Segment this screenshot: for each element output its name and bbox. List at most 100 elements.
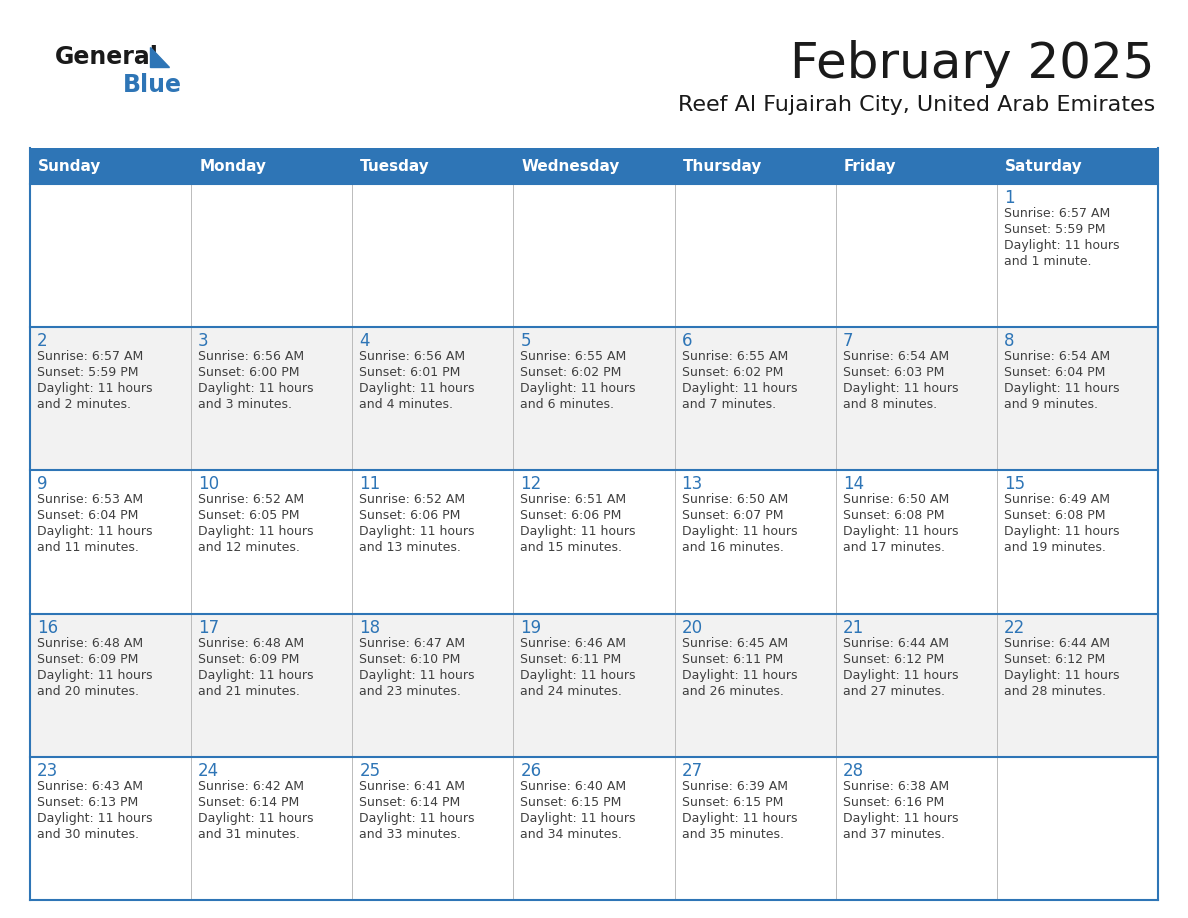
Text: and 4 minutes.: and 4 minutes.	[359, 398, 454, 411]
Text: Sunrise: 6:55 AM: Sunrise: 6:55 AM	[682, 350, 788, 364]
Text: Sunset: 6:10 PM: Sunset: 6:10 PM	[359, 653, 461, 666]
Text: Daylight: 11 hours: Daylight: 11 hours	[520, 812, 636, 824]
Text: Daylight: 11 hours: Daylight: 11 hours	[842, 382, 959, 396]
Text: Sunset: 6:04 PM: Sunset: 6:04 PM	[1004, 366, 1105, 379]
Text: and 19 minutes.: and 19 minutes.	[1004, 542, 1106, 554]
Text: Sunset: 6:01 PM: Sunset: 6:01 PM	[359, 366, 461, 379]
Text: Thursday: Thursday	[683, 159, 762, 174]
Text: and 11 minutes.: and 11 minutes.	[37, 542, 139, 554]
Text: Sunset: 6:09 PM: Sunset: 6:09 PM	[198, 653, 299, 666]
Text: Reef Al Fujairah City, United Arab Emirates: Reef Al Fujairah City, United Arab Emira…	[677, 95, 1155, 115]
Text: Sunrise: 6:41 AM: Sunrise: 6:41 AM	[359, 779, 466, 793]
Text: Sunrise: 6:54 AM: Sunrise: 6:54 AM	[842, 350, 949, 364]
Text: Sunset: 6:08 PM: Sunset: 6:08 PM	[1004, 509, 1105, 522]
Text: Daylight: 11 hours: Daylight: 11 hours	[37, 668, 152, 681]
Text: Sunday: Sunday	[38, 159, 101, 174]
Text: Sunrise: 6:40 AM: Sunrise: 6:40 AM	[520, 779, 626, 793]
Text: 28: 28	[842, 762, 864, 779]
Text: Daylight: 11 hours: Daylight: 11 hours	[359, 668, 475, 681]
Bar	[30, 470, 1158, 613]
Text: Daylight: 11 hours: Daylight: 11 hours	[37, 812, 152, 824]
Text: Sunset: 6:13 PM: Sunset: 6:13 PM	[37, 796, 138, 809]
Text: Sunrise: 6:56 AM: Sunrise: 6:56 AM	[198, 350, 304, 364]
Text: Sunset: 5:59 PM: Sunset: 5:59 PM	[37, 366, 139, 379]
Text: February 2025: February 2025	[790, 40, 1155, 88]
Text: Sunset: 6:16 PM: Sunset: 6:16 PM	[842, 796, 944, 809]
Text: Daylight: 11 hours: Daylight: 11 hours	[37, 382, 152, 396]
Text: Sunrise: 6:44 AM: Sunrise: 6:44 AM	[842, 636, 949, 650]
Text: Daylight: 11 hours: Daylight: 11 hours	[1004, 239, 1119, 252]
Text: and 35 minutes.: and 35 minutes.	[682, 828, 784, 841]
Text: Sunrise: 6:39 AM: Sunrise: 6:39 AM	[682, 779, 788, 793]
Text: Daylight: 11 hours: Daylight: 11 hours	[682, 382, 797, 396]
Text: and 8 minutes.: and 8 minutes.	[842, 398, 937, 411]
Text: 2: 2	[37, 332, 48, 350]
Text: and 27 minutes.: and 27 minutes.	[842, 685, 944, 698]
Text: Sunrise: 6:46 AM: Sunrise: 6:46 AM	[520, 636, 626, 650]
Bar	[30, 327, 1158, 470]
Text: Sunset: 6:00 PM: Sunset: 6:00 PM	[198, 366, 299, 379]
Text: and 23 minutes.: and 23 minutes.	[359, 685, 461, 698]
Text: Sunset: 6:02 PM: Sunset: 6:02 PM	[520, 366, 621, 379]
Bar	[30, 756, 1158, 900]
Text: Daylight: 11 hours: Daylight: 11 hours	[842, 668, 959, 681]
Text: Sunset: 6:02 PM: Sunset: 6:02 PM	[682, 366, 783, 379]
Text: and 31 minutes.: and 31 minutes.	[198, 828, 301, 841]
Text: and 2 minutes.: and 2 minutes.	[37, 398, 131, 411]
Text: and 34 minutes.: and 34 minutes.	[520, 828, 623, 841]
Text: Sunrise: 6:51 AM: Sunrise: 6:51 AM	[520, 493, 626, 507]
Text: 16: 16	[37, 619, 58, 636]
Text: Sunrise: 6:49 AM: Sunrise: 6:49 AM	[1004, 493, 1110, 507]
Text: 11: 11	[359, 476, 380, 493]
Text: Daylight: 11 hours: Daylight: 11 hours	[682, 525, 797, 538]
Text: 6: 6	[682, 332, 693, 350]
Text: 17: 17	[198, 619, 220, 636]
Text: Sunset: 6:06 PM: Sunset: 6:06 PM	[359, 509, 461, 522]
Text: and 13 minutes.: and 13 minutes.	[359, 542, 461, 554]
Text: 22: 22	[1004, 619, 1025, 636]
Bar	[30, 613, 1158, 756]
Text: Sunset: 6:07 PM: Sunset: 6:07 PM	[682, 509, 783, 522]
Text: Sunrise: 6:52 AM: Sunrise: 6:52 AM	[359, 493, 466, 507]
Text: 23: 23	[37, 762, 58, 779]
Text: and 6 minutes.: and 6 minutes.	[520, 398, 614, 411]
Text: Sunset: 5:59 PM: Sunset: 5:59 PM	[1004, 223, 1105, 236]
Text: 25: 25	[359, 762, 380, 779]
Text: 4: 4	[359, 332, 369, 350]
Text: Sunset: 6:14 PM: Sunset: 6:14 PM	[198, 796, 299, 809]
Text: Sunrise: 6:48 AM: Sunrise: 6:48 AM	[198, 636, 304, 650]
Text: Sunrise: 6:50 AM: Sunrise: 6:50 AM	[682, 493, 788, 507]
Text: Sunset: 6:15 PM: Sunset: 6:15 PM	[520, 796, 621, 809]
Text: Sunrise: 6:38 AM: Sunrise: 6:38 AM	[842, 779, 949, 793]
Text: Saturday: Saturday	[1005, 159, 1082, 174]
Text: 14: 14	[842, 476, 864, 493]
Text: Sunset: 6:04 PM: Sunset: 6:04 PM	[37, 509, 138, 522]
Text: Sunrise: 6:47 AM: Sunrise: 6:47 AM	[359, 636, 466, 650]
Text: Daylight: 11 hours: Daylight: 11 hours	[198, 668, 314, 681]
Text: and 28 minutes.: and 28 minutes.	[1004, 685, 1106, 698]
Text: and 33 minutes.: and 33 minutes.	[359, 828, 461, 841]
Text: Sunrise: 6:50 AM: Sunrise: 6:50 AM	[842, 493, 949, 507]
Text: Sunrise: 6:48 AM: Sunrise: 6:48 AM	[37, 636, 143, 650]
Text: 9: 9	[37, 476, 48, 493]
Text: Sunset: 6:12 PM: Sunset: 6:12 PM	[842, 653, 944, 666]
Text: and 3 minutes.: and 3 minutes.	[198, 398, 292, 411]
Text: and 1 minute.: and 1 minute.	[1004, 255, 1092, 268]
Text: 7: 7	[842, 332, 853, 350]
Text: Sunrise: 6:43 AM: Sunrise: 6:43 AM	[37, 779, 143, 793]
Text: 15: 15	[1004, 476, 1025, 493]
Text: Daylight: 11 hours: Daylight: 11 hours	[682, 668, 797, 681]
Text: Sunset: 6:08 PM: Sunset: 6:08 PM	[842, 509, 944, 522]
Text: 5: 5	[520, 332, 531, 350]
Text: and 7 minutes.: and 7 minutes.	[682, 398, 776, 411]
Text: Daylight: 11 hours: Daylight: 11 hours	[359, 525, 475, 538]
Text: Daylight: 11 hours: Daylight: 11 hours	[359, 812, 475, 824]
Text: Tuesday: Tuesday	[360, 159, 430, 174]
Text: Daylight: 11 hours: Daylight: 11 hours	[520, 525, 636, 538]
Text: Sunrise: 6:57 AM: Sunrise: 6:57 AM	[1004, 207, 1110, 220]
Text: 27: 27	[682, 762, 702, 779]
Text: and 24 minutes.: and 24 minutes.	[520, 685, 623, 698]
Text: Sunset: 6:12 PM: Sunset: 6:12 PM	[1004, 653, 1105, 666]
Text: and 9 minutes.: and 9 minutes.	[1004, 398, 1098, 411]
Text: 18: 18	[359, 619, 380, 636]
